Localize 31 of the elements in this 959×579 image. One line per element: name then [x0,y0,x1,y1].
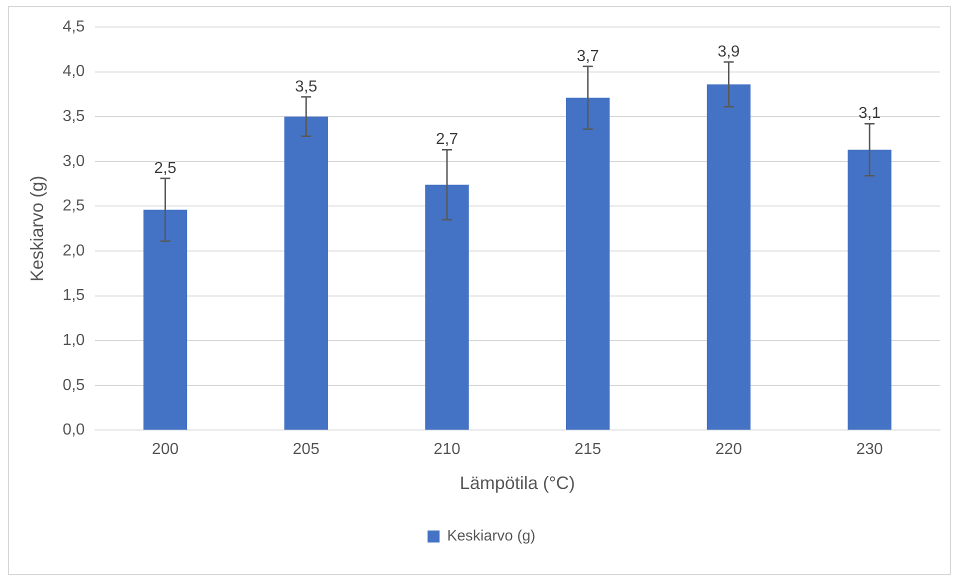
data-label: 2,5 [154,160,176,177]
y-tick-label: 2,0 [62,242,85,260]
x-tick-label: 230 [856,441,884,458]
bar [284,116,328,430]
x-axis-title: Lämpötila (°C) [460,473,576,494]
bar [848,150,892,430]
y-tick-label: 4,5 [62,18,85,36]
bar [566,98,610,430]
y-tick-label: 0,0 [62,422,85,439]
bar [143,210,188,430]
y-tick-label: 2,5 [62,198,85,215]
y-tick-label: 4,0 [62,63,85,80]
legend-label: Keskiarvo (g) [447,528,536,545]
data-label: 3,5 [295,78,318,96]
x-tick-label: 215 [574,441,602,458]
data-label: 3,9 [718,43,740,60]
data-label: 3,1 [858,105,881,122]
y-tick-label: 3,5 [62,108,85,126]
bar [425,184,469,430]
y-tick-label: 0,5 [62,376,85,394]
y-axis-title: Keskiarvo (g) [26,176,47,282]
y-tick-label: 1,0 [62,332,85,350]
x-tick-label: 220 [715,441,742,458]
x-tick-label: 210 [434,441,460,458]
bar [706,84,751,430]
y-tick-label: 1,5 [62,287,85,304]
data-label: 2,7 [436,131,458,148]
data-label: 3,7 [576,48,600,65]
x-tick-label: 200 [152,441,179,458]
x-tick-label: 205 [292,441,320,458]
y-tick-label: 3,0 [62,152,85,170]
